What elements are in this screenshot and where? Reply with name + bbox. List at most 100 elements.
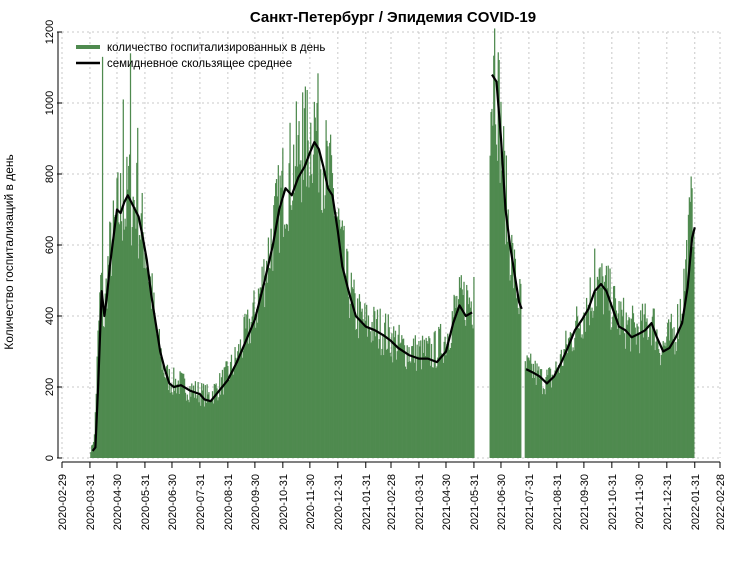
bar <box>454 296 456 458</box>
bar <box>693 229 695 458</box>
x-tick-label: 2022-01-31 <box>690 474 702 530</box>
bar <box>322 167 325 458</box>
bar <box>320 210 323 458</box>
bar <box>369 331 371 458</box>
bar <box>636 323 638 458</box>
bar <box>166 364 169 458</box>
bar <box>591 307 593 458</box>
bar <box>663 345 665 458</box>
bar <box>599 267 601 458</box>
bar <box>527 357 529 458</box>
bar <box>145 268 147 458</box>
bar <box>628 317 630 458</box>
bar <box>395 359 398 458</box>
bar <box>249 343 252 458</box>
x-tick-label: 2020-07-31 <box>195 474 207 530</box>
bar <box>679 298 681 458</box>
bar <box>441 356 444 458</box>
bar <box>298 121 300 458</box>
bar <box>462 295 464 458</box>
bar <box>186 394 188 458</box>
bar <box>558 372 561 458</box>
bar <box>426 341 428 458</box>
bar <box>195 398 197 458</box>
bar <box>424 356 426 458</box>
bar <box>567 338 570 458</box>
bar <box>637 326 639 458</box>
bar <box>215 383 217 458</box>
bar <box>217 400 219 458</box>
bar <box>329 142 331 459</box>
bar <box>412 338 415 458</box>
bar <box>503 150 506 459</box>
bar <box>406 345 408 458</box>
bar <box>185 400 188 458</box>
x-tick-label: 2021-09-30 <box>579 474 591 530</box>
bar <box>387 314 389 458</box>
bar <box>661 351 663 458</box>
bar <box>268 267 270 458</box>
x-tick-label: 2021-11-30 <box>634 474 646 529</box>
bar <box>183 373 185 458</box>
bar <box>421 369 423 458</box>
bar <box>263 259 265 458</box>
bar <box>593 310 595 458</box>
bar <box>416 344 418 458</box>
bar <box>587 304 590 458</box>
bar <box>284 224 286 458</box>
bar <box>301 202 303 458</box>
bar <box>238 358 241 458</box>
bar <box>212 403 215 458</box>
bar <box>520 283 522 458</box>
bar <box>582 338 584 458</box>
bar <box>509 280 511 458</box>
bar <box>501 170 503 458</box>
bar <box>274 183 277 458</box>
bar <box>91 445 93 458</box>
bar <box>107 256 109 458</box>
bar <box>688 197 690 459</box>
bar <box>262 290 264 458</box>
bar <box>128 154 131 459</box>
bar <box>114 215 116 458</box>
bar <box>130 245 133 458</box>
bar <box>536 363 538 458</box>
bar <box>254 314 256 458</box>
x-tick-label: 2020-08-31 <box>223 474 235 530</box>
bar <box>576 316 579 458</box>
bar <box>261 266 263 458</box>
bar <box>496 160 498 458</box>
bar <box>497 52 499 459</box>
bar <box>507 209 509 458</box>
bar <box>401 335 403 458</box>
bar <box>539 378 541 458</box>
bar <box>332 188 334 459</box>
bar <box>243 317 245 458</box>
bar <box>135 228 137 458</box>
bar <box>575 320 577 458</box>
bar <box>344 273 346 458</box>
bar <box>358 294 361 458</box>
x-tick-label: 2020-12-31 <box>333 474 345 530</box>
bar <box>288 163 290 459</box>
bar <box>355 329 357 458</box>
x-tick-label: 2020-05-31 <box>140 474 152 530</box>
bar <box>537 370 539 458</box>
bar <box>294 166 297 458</box>
bar <box>557 370 559 458</box>
bar <box>156 339 159 458</box>
x-tick-label: 2021-03-31 <box>414 474 426 530</box>
bar <box>453 294 455 458</box>
bar <box>231 370 233 458</box>
bar <box>614 298 617 458</box>
bar <box>116 178 118 458</box>
bar <box>348 318 351 458</box>
bar <box>284 228 287 458</box>
bar <box>126 156 128 458</box>
bar <box>505 155 508 458</box>
bar <box>368 328 370 458</box>
bar <box>609 268 611 458</box>
bar <box>300 160 302 458</box>
x-tick-label: 2020-04-30 <box>112 474 124 530</box>
